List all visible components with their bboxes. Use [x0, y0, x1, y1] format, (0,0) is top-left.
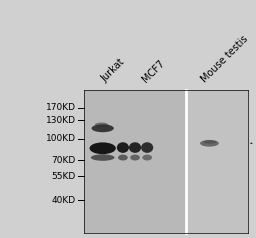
Ellipse shape [204, 140, 217, 144]
Text: 40KD: 40KD [51, 196, 76, 205]
Ellipse shape [141, 142, 153, 153]
Ellipse shape [130, 155, 140, 160]
Text: 130KD: 130KD [46, 116, 76, 125]
Ellipse shape [90, 142, 116, 154]
Text: Mouse testis: Mouse testis [199, 34, 250, 84]
Ellipse shape [95, 123, 108, 127]
Ellipse shape [117, 142, 129, 153]
Ellipse shape [142, 155, 152, 160]
Bar [186, 90, 248, 233]
Ellipse shape [92, 124, 114, 132]
Ellipse shape [91, 154, 114, 161]
Text: 55KD: 55KD [51, 172, 76, 181]
Ellipse shape [118, 155, 128, 160]
Ellipse shape [200, 140, 219, 147]
Text: 170KD: 170KD [46, 103, 76, 112]
Text: MCF7: MCF7 [140, 58, 166, 84]
Ellipse shape [129, 142, 141, 153]
Text: Jurkat: Jurkat [99, 57, 126, 84]
Text: 70KD: 70KD [51, 156, 76, 165]
Text: 100KD: 100KD [46, 134, 76, 144]
Bar [84, 90, 186, 233]
